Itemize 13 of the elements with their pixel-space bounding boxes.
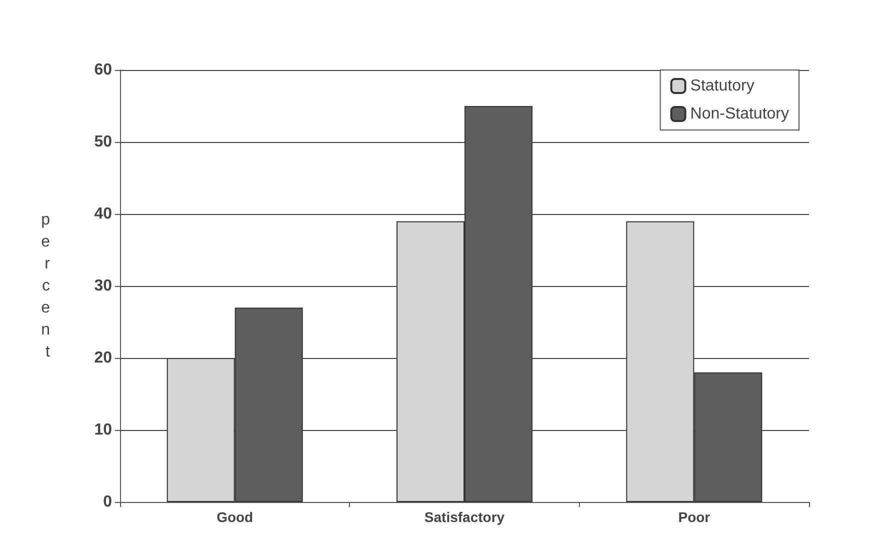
y-tick-label: 30: [94, 278, 112, 294]
y-tick-label: 60: [94, 62, 112, 78]
x-tick-label: Poor: [678, 509, 711, 525]
y-tick-label: 0: [103, 494, 112, 510]
y-tick-label: 40: [94, 206, 112, 222]
y-tick-label: 50: [94, 134, 112, 150]
y-tick-label: 10: [94, 422, 112, 438]
x-tick-label: Satisfactory: [424, 509, 505, 525]
legend-label: Non-Statutory: [690, 106, 790, 122]
x-tick-label: Good: [216, 509, 254, 525]
legend-label: Statutory: [690, 78, 754, 94]
y-tick-label: 20: [94, 350, 112, 366]
y-axis-title: percent: [41, 212, 51, 360]
